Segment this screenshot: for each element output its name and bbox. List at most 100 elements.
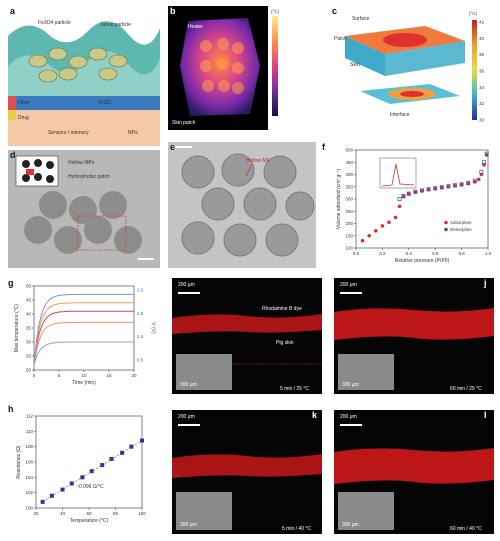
h-point: [40, 499, 45, 504]
panel-i-image: Rhodamine B dye Pig skin 5 min / 25 °C 3…: [172, 306, 322, 392]
a-label-nps: NPs: [128, 130, 138, 136]
g-series-line: [33, 293, 134, 365]
f-legend-label: Adsorption: [450, 220, 472, 225]
h-point: [120, 450, 125, 455]
h-point: [69, 481, 74, 486]
h-point: [49, 493, 54, 498]
panel-d: Hollow MPs Hydrophobic patch d: [8, 150, 160, 268]
panel-e-tem-image: Hollow MP: [168, 142, 316, 268]
l-label-condition: 60 min / 40 °C: [450, 526, 482, 532]
j-scalebar-label: 200 µm: [340, 282, 357, 288]
c-colorbar-tick: 36: [479, 69, 485, 74]
panel-a: Fe3O4 particle Janus particle Fibre FeSi…: [8, 6, 160, 146]
j-label-condition: 60 min / 25 °C: [450, 386, 482, 392]
f-point-desorption: [484, 151, 489, 156]
panel-d-label: d: [10, 150, 16, 160]
l-scalebar-label: 200 µm: [340, 414, 357, 420]
f-y-label: Volume adsorbed (cm³ g⁻¹): [336, 168, 342, 229]
g-y-tick: 30: [26, 340, 32, 345]
f-legend-marker: [444, 220, 448, 225]
d-label-hydrophobic: Hydrophobic patch: [68, 174, 110, 180]
g-y-tick: 25: [26, 354, 32, 359]
f-y-tick: 500: [345, 148, 353, 153]
f-point-adsorption: [397, 204, 402, 209]
f-x-tick: 1.0: [485, 251, 492, 256]
f-point-desorption: [482, 160, 486, 165]
panel-c-simulation: Surface Patch Skin Interface (°C) 42 40 38…: [334, 11, 485, 123]
h-point: [140, 438, 144, 443]
c-colorbar-tick: 34: [479, 85, 485, 90]
panel-a-schematic: Fe3O4 particle Janus particle Fibre FeSi…: [8, 6, 160, 146]
f-point-desorption: [479, 170, 484, 175]
h-point: [109, 456, 114, 461]
c-label-skin: Skin: [350, 62, 360, 68]
f-point-desorption: [420, 188, 424, 193]
l-label-inset-scale: 300 µm: [342, 522, 359, 528]
g-series-line: [33, 302, 134, 365]
h-x-tick: 40: [60, 511, 66, 516]
f-point-adsorption: [380, 224, 385, 228]
f-point-desorption: [446, 184, 451, 189]
f-y-tick: 350: [345, 184, 353, 189]
f-point-desorption: [433, 186, 438, 191]
panel-f-label: f: [322, 142, 325, 152]
h-x-tick: 20: [33, 511, 39, 516]
c-colorbar-tick: 38: [479, 52, 485, 57]
g-y-tick: 20: [26, 368, 32, 373]
g-series-line: [33, 321, 134, 365]
f-x-tick: 0.6: [432, 251, 439, 256]
f-y-tick: 300: [345, 197, 353, 202]
b-colorbar: [272, 16, 278, 116]
g-y-right-tick: 0.5: [137, 358, 144, 363]
g-x-label: Time (min): [72, 380, 96, 386]
f-y-tick: 400: [345, 172, 353, 177]
f-point-adsorption: [476, 177, 481, 182]
f-point-adsorption: [484, 153, 489, 157]
h-fit-line: [42, 440, 143, 503]
panel-f: 0.0 0.2 0.4 0.6 0.8 1.0 100 150 200 250 300 350 400 4…: [320, 142, 496, 270]
i-label-pig-skin: Pig skin: [276, 340, 294, 346]
h-point: [100, 463, 105, 468]
f-point-adsorption: [393, 215, 398, 220]
a-label-janus: Janus particle: [100, 22, 131, 28]
h-y-tick: 104: [25, 475, 33, 480]
d-label-hollow-mps: Hollow MPs: [68, 160, 95, 166]
f-legend-label: Desorption: [450, 227, 472, 232]
g-y-tick: 45: [26, 298, 32, 303]
c-colorbar-tick: 30: [479, 118, 485, 123]
panel-j: 60 min / 25 °C 300 µm 200 µm j: [334, 278, 494, 394]
f-x-tick: 0.0: [353, 251, 360, 256]
c-colorbar-tick: 32: [479, 101, 485, 106]
h-point: [129, 444, 134, 449]
g-y-label: Max temperature (°C): [14, 304, 20, 352]
h-x-tick: 80: [113, 511, 119, 516]
f-point-desorption: [439, 185, 444, 190]
f-axes: [355, 149, 489, 249]
f-inset-curve: [381, 163, 415, 187]
c-label-patch: Patch: [334, 36, 347, 42]
h-annotation: ~0.096 Ω/°C: [76, 484, 104, 490]
panel-g: 0 5 10 15 20 20 25 30 35 40 45 50 Time (min) Max temp…: [6, 278, 156, 396]
a-label-drug: Drug: [18, 115, 29, 121]
panel-b: Heater Skin patch (°C) b: [168, 6, 288, 130]
i-label-inset-scale: 300 µm: [180, 382, 197, 388]
c-colorbar-tick: 40: [479, 36, 485, 41]
panel-k-image: 5 min / 40 °C 300 µm: [172, 454, 322, 532]
h-point: [80, 475, 85, 480]
panel-c-label: c: [332, 6, 338, 16]
g-y-tick: 50: [26, 284, 32, 289]
h-y-tick: 108: [25, 444, 33, 449]
j-label-inset-scale: 300 µm: [342, 382, 359, 388]
h-y-tick: 102: [25, 490, 33, 495]
a-label-fibre: Fibre: [18, 100, 30, 106]
k-label-inset-scale: 300 µm: [180, 522, 197, 528]
h-x-tick: 60: [86, 511, 92, 516]
g-x-tick: 20: [131, 373, 137, 378]
g-y-tick: 40: [26, 312, 32, 317]
f-point-desorption: [401, 194, 406, 199]
panel-h: 20 40 60 80 100 100 102 104 106 108 110 112 Temperat…: [6, 404, 156, 534]
panel-e-label: e: [170, 142, 176, 152]
f-point-adsorption: [360, 238, 365, 243]
e-label-hollow-mp: Hollow MP: [246, 158, 271, 164]
h-y-label: Resistance (Ω): [16, 445, 22, 479]
